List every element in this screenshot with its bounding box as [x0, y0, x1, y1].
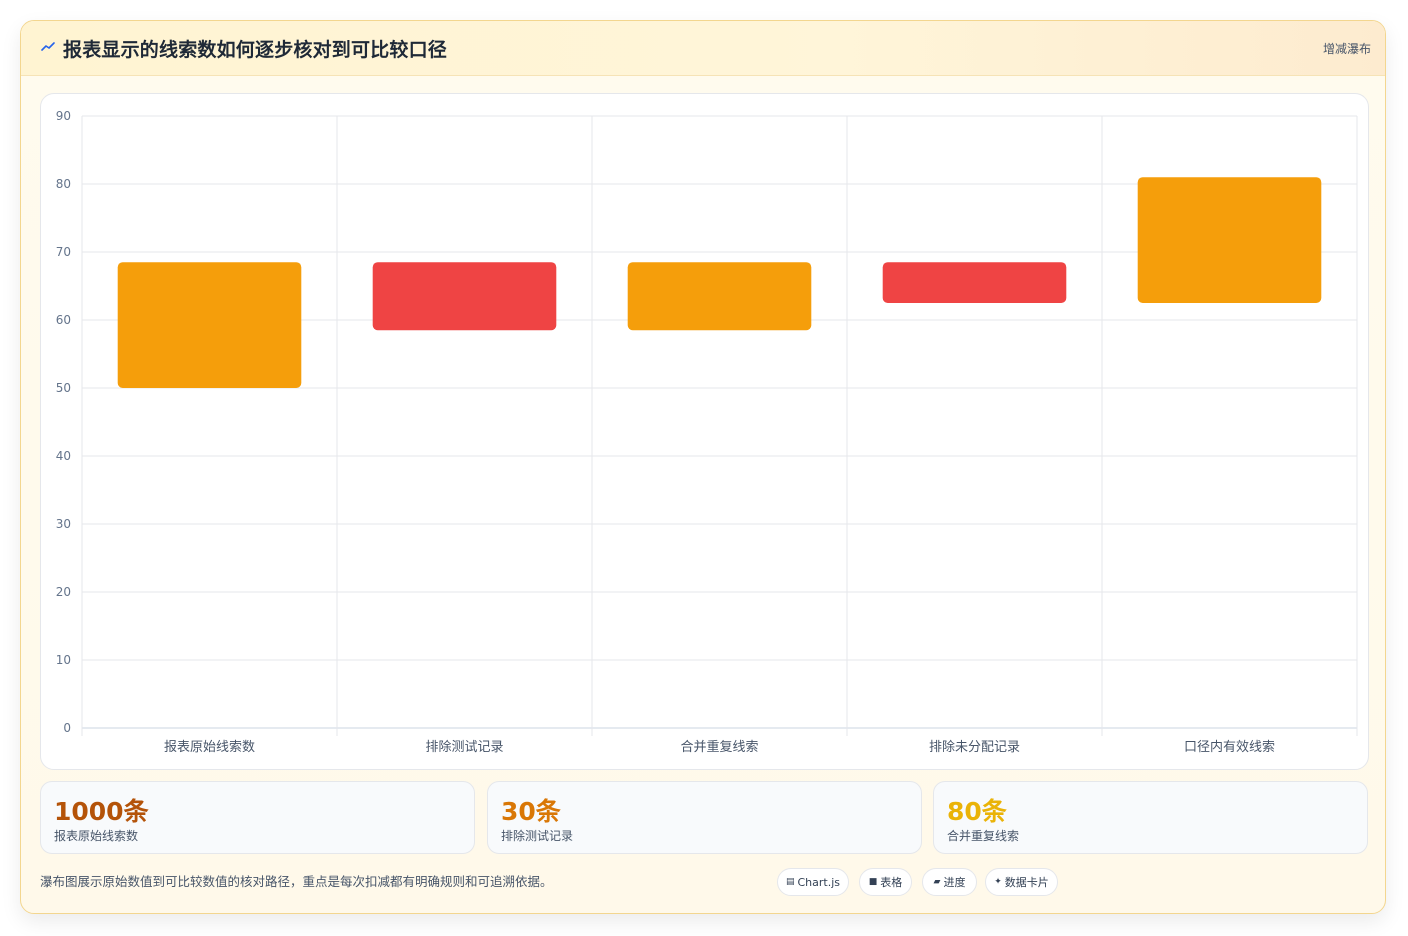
- card-header: 报表显示的线索数如何逐步核对到可比较口径 增减瀑布: [21, 21, 1385, 76]
- x-tick-label: 口径内有效线索: [1184, 739, 1275, 755]
- y-tick-label: 0: [63, 721, 71, 735]
- y-tick-label: 20: [56, 585, 71, 599]
- waterfall-bar: [882, 262, 1067, 303]
- stat-label: 报表原始线索数: [54, 829, 139, 843]
- table-icon: ■: [868, 877, 878, 887]
- waterfall-bar: [117, 262, 302, 388]
- pill-table[interactable]: ■ 表格: [859, 868, 912, 896]
- x-tick-label: 合并重复线索: [680, 739, 758, 755]
- y-tick-label: 40: [56, 449, 71, 463]
- x-tick-label: 报表原始线索数: [164, 740, 255, 755]
- pill-chartjs[interactable]: ▤ Chart.js: [777, 868, 849, 896]
- chart-icon: ▤: [785, 877, 795, 887]
- pill-label: 表格: [880, 876, 903, 889]
- stat-value: 80条: [947, 797, 1007, 826]
- x-tick-label: 排除测试记录: [425, 740, 503, 755]
- stat-value: 30条: [501, 797, 561, 826]
- stat-label: 排除测试记录: [501, 829, 574, 843]
- y-tick-label: 10: [56, 653, 71, 667]
- stat-card-original: 1000条 报表原始线索数: [40, 781, 475, 854]
- waterfall-chart: 0 10 20 30 40 50 60 70 80 90 报表原始线索数 排除测试记录 合并重复线索 排除…: [56, 109, 1358, 755]
- pill-progress[interactable]: ▰ 进度: [922, 868, 977, 896]
- y-tick-label: 50: [56, 381, 71, 395]
- pill-label: 数据卡片: [1004, 876, 1049, 889]
- stat-card-duplicate: 80条 合并重复线索: [933, 781, 1368, 854]
- sparkle-icon: ✦: [994, 877, 1002, 887]
- y-tick-label: 30: [56, 517, 71, 531]
- y-tick-label: 70: [56, 245, 71, 259]
- stat-label: 合并重复线索: [947, 829, 1020, 843]
- y-tick-label: 90: [56, 109, 71, 123]
- y-tick-label: 80: [56, 177, 71, 191]
- waterfall-bar: [627, 262, 812, 331]
- chart-type-tag: 增减瀑布: [1322, 42, 1371, 56]
- progress-icon: ▰: [933, 877, 941, 887]
- pill-data-cards[interactable]: ✦ 数据卡片: [985, 868, 1058, 896]
- page-title: 报表显示的线索数如何逐步核对到可比较口径: [63, 39, 448, 61]
- chart-panel: 0 10 20 30 40 50 60 70 80 90 报表原始线索数 排除测试记录 合并重复线索 排除…: [40, 93, 1369, 770]
- chart-trend-icon: [41, 42, 55, 51]
- stat-card-test: 30条 排除测试记录: [487, 781, 922, 854]
- chart-footnote: 瀑布图展示原始数值到可比较数值的核对路径，重点是每次扣减都有明确规则和可追溯依据…: [40, 874, 553, 889]
- pill-label: Chart.js: [797, 875, 841, 889]
- x-tick-label: 排除未分配记录: [929, 740, 1020, 755]
- chart-card: 报表显示的线索数如何逐步核对到可比较口径 增减瀑布 0 10 20 30 40 50 60 7…: [20, 20, 1386, 914]
- y-tick-label: 60: [56, 313, 71, 327]
- stat-value: 1000条: [54, 797, 149, 826]
- pill-label: 进度: [943, 876, 966, 889]
- waterfall-bar: [372, 262, 557, 331]
- waterfall-bar: [1137, 177, 1322, 303]
